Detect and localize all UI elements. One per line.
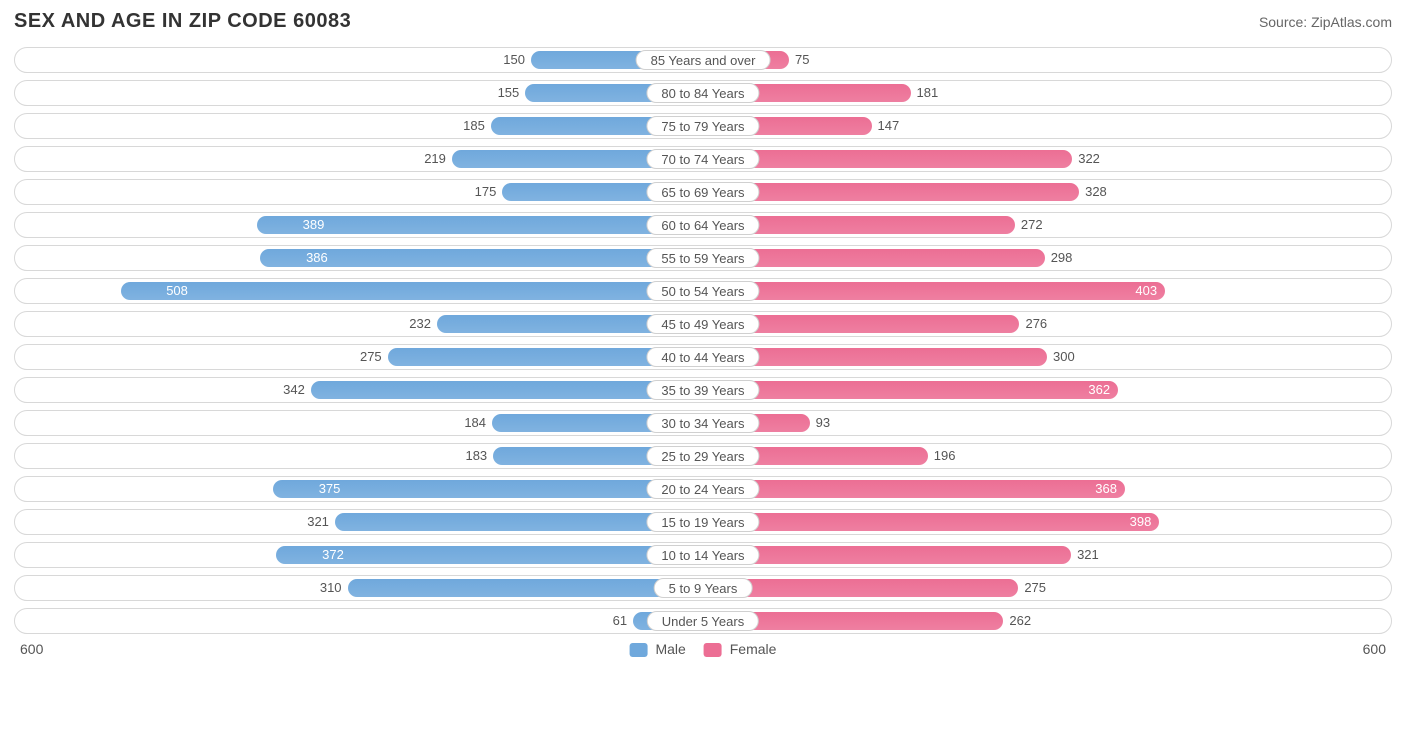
age-group-label: 35 to 39 Years bbox=[646, 380, 759, 400]
male-value: 386 bbox=[298, 246, 336, 270]
female-value: 403 bbox=[1125, 279, 1165, 303]
pyramid-row: 275 300 40 to 44 Years bbox=[14, 344, 1392, 370]
female-value: 272 bbox=[1021, 213, 1043, 237]
age-group-label: 15 to 19 Years bbox=[646, 512, 759, 532]
pyramid-row: 508 403 50 to 54 Years bbox=[14, 278, 1392, 304]
male-value: 389 bbox=[295, 213, 333, 237]
female-value: 362 bbox=[1078, 378, 1118, 402]
age-group-label: 40 to 44 Years bbox=[646, 347, 759, 367]
age-group-label: 75 to 79 Years bbox=[646, 116, 759, 136]
female-value: 147 bbox=[878, 114, 900, 138]
age-group-label: 20 to 24 Years bbox=[646, 479, 759, 499]
female-bar bbox=[703, 513, 1159, 531]
male-value: 184 bbox=[464, 411, 486, 435]
male-bar bbox=[311, 381, 703, 399]
age-group-label: 70 to 74 Years bbox=[646, 149, 759, 169]
male-value: 155 bbox=[498, 81, 520, 105]
male-value: 185 bbox=[463, 114, 485, 138]
female-value: 321 bbox=[1077, 543, 1099, 567]
male-value: 372 bbox=[314, 543, 352, 567]
female-value: 275 bbox=[1024, 576, 1046, 600]
pyramid-row: 155 181 80 to 84 Years bbox=[14, 80, 1392, 106]
age-group-label: 60 to 64 Years bbox=[646, 215, 759, 235]
female-value: 262 bbox=[1009, 609, 1031, 633]
pyramid-row: 310 275 5 to 9 Years bbox=[14, 575, 1392, 601]
axis-max-right: 600 bbox=[1363, 641, 1386, 657]
female-bar bbox=[703, 282, 1165, 300]
legend-item-female: Female bbox=[704, 641, 777, 657]
female-value: 298 bbox=[1051, 246, 1073, 270]
male-bar bbox=[121, 282, 704, 300]
male-value: 175 bbox=[475, 180, 497, 204]
legend-item-male: Male bbox=[630, 641, 686, 657]
chart-header: SEX AND AGE IN ZIP CODE 60083 Source: Zi… bbox=[14, 10, 1392, 33]
male-value: 61 bbox=[613, 609, 627, 633]
age-group-label: 10 to 14 Years bbox=[646, 545, 759, 565]
male-value: 508 bbox=[158, 279, 196, 303]
male-value: 150 bbox=[503, 48, 525, 72]
male-value: 375 bbox=[311, 477, 349, 501]
age-group-label: 50 to 54 Years bbox=[646, 281, 759, 301]
male-value: 275 bbox=[360, 345, 382, 369]
male-bar bbox=[348, 579, 703, 597]
pyramid-row: 342 362 35 to 39 Years bbox=[14, 377, 1392, 403]
pyramid-row: 184 93 30 to 34 Years bbox=[14, 410, 1392, 436]
female-bar bbox=[703, 480, 1125, 498]
female-bar bbox=[703, 381, 1118, 399]
male-value: 219 bbox=[424, 147, 446, 171]
pyramid-row: 219 322 70 to 74 Years bbox=[14, 146, 1392, 172]
pyramid-row: 185 147 75 to 79 Years bbox=[14, 113, 1392, 139]
male-value: 232 bbox=[409, 312, 431, 336]
pyramid-row: 61 262 Under 5 Years bbox=[14, 608, 1392, 634]
pyramid-row: 321 398 15 to 19 Years bbox=[14, 509, 1392, 535]
pyramid-row: 372 321 10 to 14 Years bbox=[14, 542, 1392, 568]
axis-max-left: 600 bbox=[20, 641, 43, 657]
female-value: 398 bbox=[1119, 510, 1159, 534]
female-value: 300 bbox=[1053, 345, 1075, 369]
legend-female-label: Female bbox=[730, 641, 777, 657]
pyramid-row: 175 328 65 to 69 Years bbox=[14, 179, 1392, 205]
female-value: 181 bbox=[917, 81, 939, 105]
male-swatch bbox=[630, 643, 648, 657]
female-value: 196 bbox=[934, 444, 956, 468]
age-group-label: 45 to 49 Years bbox=[646, 314, 759, 334]
female-value: 328 bbox=[1085, 180, 1107, 204]
age-group-label: 30 to 34 Years bbox=[646, 413, 759, 433]
pyramid-row: 183 196 25 to 29 Years bbox=[14, 443, 1392, 469]
male-value: 342 bbox=[283, 378, 305, 402]
chart-footer: 600 Male Female 600 bbox=[14, 641, 1392, 665]
age-group-label: Under 5 Years bbox=[647, 611, 759, 631]
female-value: 322 bbox=[1078, 147, 1100, 171]
age-group-label: 85 Years and over bbox=[636, 50, 771, 70]
chart-source: Source: ZipAtlas.com bbox=[1259, 14, 1392, 30]
female-value: 75 bbox=[795, 48, 809, 72]
legend: Male Female bbox=[630, 641, 777, 657]
pyramid-row: 389 272 60 to 64 Years bbox=[14, 212, 1392, 238]
age-group-label: 65 to 69 Years bbox=[646, 182, 759, 202]
age-group-label: 80 to 84 Years bbox=[646, 83, 759, 103]
female-value: 93 bbox=[816, 411, 830, 435]
population-pyramid: 150 75 85 Years and over 155 181 80 to 84 Yea… bbox=[14, 47, 1392, 634]
female-swatch bbox=[704, 643, 722, 657]
chart-title: SEX AND AGE IN ZIP CODE 60083 bbox=[14, 10, 351, 33]
age-group-label: 25 to 29 Years bbox=[646, 446, 759, 466]
male-value: 321 bbox=[307, 510, 329, 534]
pyramid-row: 386 298 55 to 59 Years bbox=[14, 245, 1392, 271]
legend-male-label: Male bbox=[655, 641, 685, 657]
male-value: 310 bbox=[320, 576, 342, 600]
male-value: 183 bbox=[465, 444, 487, 468]
age-group-label: 55 to 59 Years bbox=[646, 248, 759, 268]
age-group-label: 5 to 9 Years bbox=[654, 578, 753, 598]
pyramid-row: 375 368 20 to 24 Years bbox=[14, 476, 1392, 502]
female-value: 276 bbox=[1025, 312, 1047, 336]
pyramid-row: 232 276 45 to 49 Years bbox=[14, 311, 1392, 337]
female-value: 368 bbox=[1085, 477, 1125, 501]
pyramid-row: 150 75 85 Years and over bbox=[14, 47, 1392, 73]
